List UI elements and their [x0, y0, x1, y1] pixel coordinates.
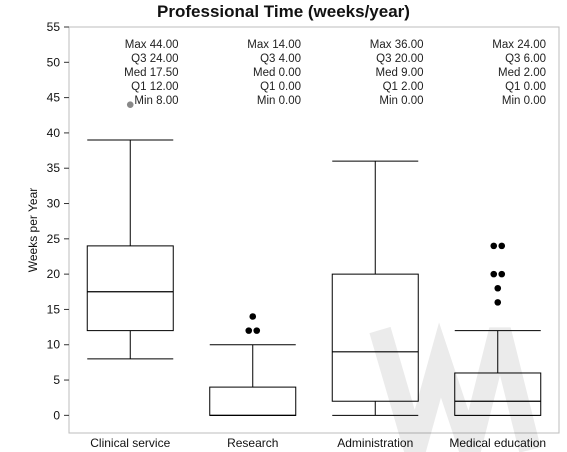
stat-q1: Q1 2.00 [383, 81, 424, 93]
box-4 [454, 242, 542, 416]
y-tick-label: 20 [47, 267, 61, 281]
stat-q3: Q3 24.00 [131, 53, 178, 65]
stat-q3: Q3 6.00 [505, 53, 546, 65]
y-tick-label: 30 [47, 197, 61, 211]
stat-max: Max 36.00 [370, 39, 424, 51]
y-tick-label: 25 [47, 232, 61, 246]
y-tick-label: 0 [53, 408, 60, 422]
y-tick-label: 10 [47, 338, 61, 352]
stat-min: Min 8.00 [134, 95, 178, 107]
box-iqr [209, 386, 297, 416]
stat-min: Min 0.00 [502, 95, 546, 107]
box-2 [209, 313, 297, 416]
stats-annotations: Max 44.00 Q3 24.00 Med 17.50 Q1 12.00 Min 8.… [124, 39, 546, 107]
x-tick-label: Administration [337, 436, 413, 450]
outlier-point [245, 327, 253, 334]
outlier-point [490, 242, 498, 250]
y-tick-label: 55 [47, 20, 61, 34]
y-axis: 0 5 10 15 20 25 30 35 40 45 50 55 [47, 20, 69, 422]
box-iqr [454, 372, 542, 416]
y-tick-label: 40 [47, 126, 61, 140]
boxes [86, 101, 542, 416]
stat-q3: Q3 20.00 [376, 53, 423, 65]
outlier-point [126, 101, 134, 108]
stat-max: Max 44.00 [125, 39, 179, 51]
stat-med: Med 17.50 [124, 67, 178, 79]
x-tick-label: Medical education [449, 436, 546, 450]
plot-area [68, 26, 560, 434]
y-axis-label: Weeks per Year [26, 188, 40, 273]
x-tick-label: Research [227, 436, 278, 450]
x-axis: Clinical service Research Administration Me… [90, 436, 546, 450]
watermark-mark [369, 322, 541, 452]
outlier-point [249, 313, 257, 320]
y-tick-label: 5 [53, 373, 60, 387]
stat-max: Max 24.00 [492, 39, 546, 51]
outlier-point [490, 270, 498, 278]
box-iqr [86, 245, 174, 332]
outlier-point [494, 284, 502, 292]
stat-min: Min 0.00 [379, 95, 423, 107]
outlier-point [494, 299, 502, 306]
stat-med: Med 0.00 [253, 67, 301, 79]
stat-med: Med 2.00 [498, 67, 546, 79]
y-tick-label: 50 [47, 55, 61, 69]
box-1 [86, 101, 174, 360]
box-iqr [331, 273, 419, 402]
stat-max: Max 14.00 [247, 39, 301, 51]
stat-min: Min 0.00 [257, 95, 301, 107]
stat-q1: Q1 0.00 [505, 81, 546, 93]
x-tick-label: Clinical service [90, 436, 170, 450]
box-3 [331, 160, 419, 416]
y-tick-label: 15 [47, 302, 61, 316]
y-tick-label: 35 [47, 161, 61, 175]
outlier-point [498, 242, 506, 250]
outlier-point [498, 270, 506, 278]
chart-title: Professional Time (weeks/year) [157, 2, 410, 21]
stat-med: Med 9.00 [376, 67, 424, 79]
outlier-point [253, 327, 261, 334]
stat-q1: Q1 0.00 [260, 81, 301, 93]
stat-q3: Q3 4.00 [260, 53, 301, 65]
stat-q1: Q1 12.00 [131, 81, 178, 93]
y-tick-label: 45 [47, 91, 61, 105]
